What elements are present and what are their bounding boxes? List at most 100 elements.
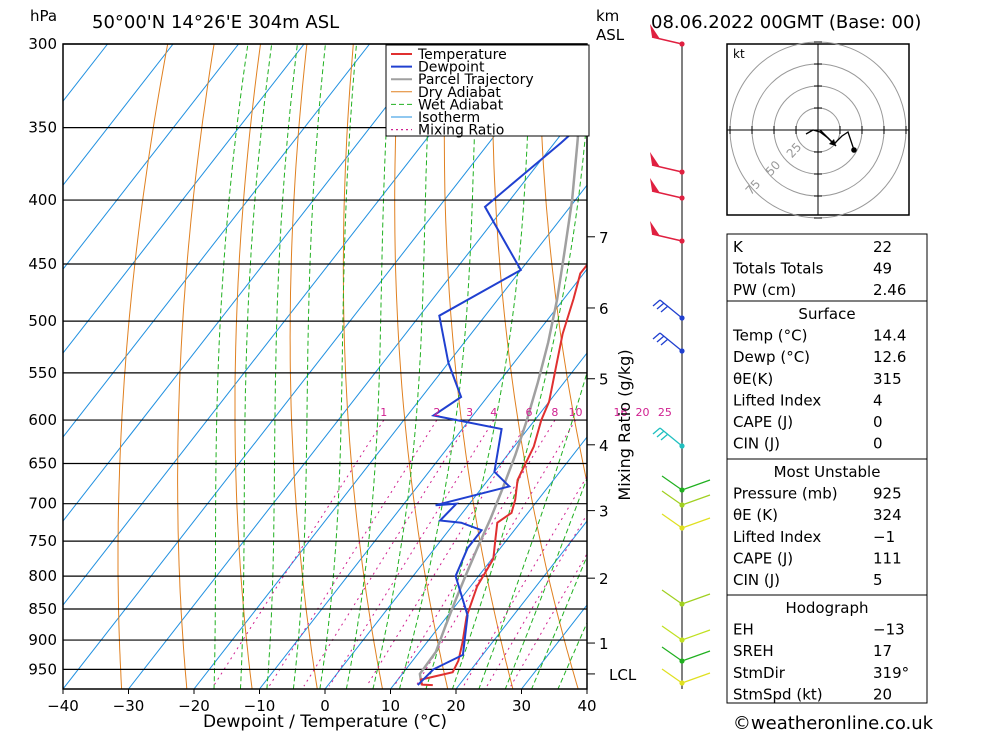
wind-barb-feather — [652, 299, 661, 307]
wind-barb — [661, 490, 683, 506]
index-label: Temp (°C) — [732, 327, 807, 345]
wind-barb — [661, 646, 683, 662]
isotherm-line — [63, 44, 501, 606]
wind-barb-feather — [660, 433, 669, 441]
profiles — [417, 54, 587, 687]
wet-adiabat-line — [504, 476, 587, 689]
hodograph-point — [851, 147, 857, 153]
mixing-ratio-line — [366, 419, 530, 687]
wet-adiabat-line — [557, 621, 587, 689]
mixing-ratio-tick-label: 8 — [551, 406, 558, 419]
index-value: 4 — [873, 391, 883, 409]
temperature-tick-label: −20 — [178, 697, 210, 715]
index-label: StmDir — [733, 664, 786, 682]
index-label: PW (cm) — [733, 281, 796, 299]
mixing-ratio-axis-label: Mixing Ratio (g/kg) — [615, 349, 634, 500]
wet-adiabat-line — [451, 110, 587, 689]
mixing-ratio-line — [415, 419, 576, 687]
pressure-tick-label: 900 — [28, 631, 57, 649]
km-tick-label: LCL — [609, 666, 637, 684]
mixing-ratio-tick-label: 16 — [613, 406, 627, 419]
mixing-ratio-labels: 1 2 3 4 6 8 10 16 20 25 — [380, 406, 672, 419]
mixing-ratio-line — [303, 419, 471, 687]
index-label: Lifted Index — [733, 528, 821, 546]
copyright[interactable]: ©weatheronline.co.uk — [733, 713, 934, 733]
wind-flag — [650, 152, 660, 167]
most-unstable-title: Most Unstable — [774, 463, 881, 481]
wind-barb — [681, 517, 711, 529]
wind-barb-feather — [656, 430, 665, 438]
pressure-tick-label: 300 — [28, 35, 57, 53]
datetime-title: 08.06.2022 00GMT (Base: 00) — [651, 12, 921, 33]
wet-adiabat-line — [239, 44, 273, 689]
isotherm-line — [63, 44, 370, 438]
isobars — [63, 43, 587, 670]
wind-flag — [650, 221, 660, 236]
pressure-tick-label: 350 — [28, 119, 57, 137]
index-value: 22 — [873, 238, 892, 256]
km-tick-label: 7 — [599, 229, 609, 247]
wet-adiabat-line — [372, 44, 432, 689]
index-label: StmSpd (kt) — [733, 685, 823, 703]
wet-adiabat-line — [398, 44, 479, 689]
pressure-tick-label: 650 — [28, 454, 57, 472]
mixing-ratio-tick-label: 20 — [635, 406, 649, 419]
index-label: Lifted Index — [733, 391, 821, 409]
index-label: θE(K) — [733, 370, 773, 388]
surface-title: Surface — [798, 305, 855, 323]
hodograph-unit: kt — [733, 47, 745, 61]
index-value: 315 — [873, 370, 902, 388]
index-value: −1 — [873, 528, 895, 546]
pressure-tick-label: 600 — [28, 411, 57, 429]
index-tables: K 22 Totals Totals 49 PW (cm) 2.46 Surface Temp… — [726, 233, 928, 704]
axis-labels: 3003504004505005506006507007508008509009… — [28, 35, 636, 715]
temperature-tick-label: 20 — [446, 697, 465, 715]
wet-adiabat-line — [531, 555, 587, 689]
wind-barb — [681, 672, 711, 684]
wind-barb — [681, 650, 711, 662]
legend-entry: Mixing Ratio — [418, 123, 504, 139]
mixing-ratio-tick-label: 10 — [569, 406, 583, 419]
pressure-unit-label: hPa — [30, 7, 57, 25]
index-value: 49 — [873, 260, 892, 278]
wind-barb — [661, 668, 683, 684]
x-axis-label: Dewpoint / Temperature (°C) — [203, 712, 447, 732]
mixing-ratio-line — [393, 419, 556, 687]
wind-barb-feather — [656, 335, 665, 343]
dewpoint-line — [417, 118, 587, 686]
index-label: Totals Totals — [732, 260, 824, 278]
index-label: θE (K) — [733, 506, 778, 524]
legend-entry: Dewpoint — [418, 60, 485, 76]
pressure-tick-label: 550 — [28, 364, 57, 382]
mixing-ratio-line — [510, 552, 587, 687]
mixing-ratio-line — [328, 419, 495, 687]
temperature-tick-label: 10 — [381, 697, 400, 715]
wind-barb-feather — [652, 427, 661, 435]
index-label: CIN (J) — [733, 571, 780, 589]
wet-adiabat-line — [345, 44, 392, 689]
index-label: CAPE (J) — [733, 413, 793, 431]
legend-entry: Isotherm — [418, 110, 480, 126]
index-value: 2.46 — [873, 281, 906, 299]
index-label: CAPE (J) — [733, 549, 793, 567]
indices-box — [726, 233, 928, 302]
hodograph-table-box — [726, 594, 928, 704]
location-title: 50°00'N 14°26'E 304m ASL — [92, 12, 339, 33]
wind-barb — [661, 589, 683, 605]
isotherm-line — [259, 268, 587, 689]
isotherm-line — [324, 352, 587, 689]
dry-adiabat-line — [117, 44, 169, 689]
km-unit-label: km — [596, 7, 619, 25]
index-label: CIN (J) — [733, 435, 780, 453]
wind-barb — [681, 479, 711, 491]
index-label: K — [733, 238, 744, 256]
asl-unit-label: ASL — [596, 26, 625, 44]
dry-adiabat-line — [177, 44, 215, 689]
wind-barb — [681, 593, 711, 605]
wind-barb — [661, 475, 683, 491]
km-tick-label: 6 — [599, 300, 609, 318]
isotherm-line — [455, 520, 587, 689]
index-value: 0 — [873, 413, 883, 431]
isotherm-line — [63, 44, 174, 186]
